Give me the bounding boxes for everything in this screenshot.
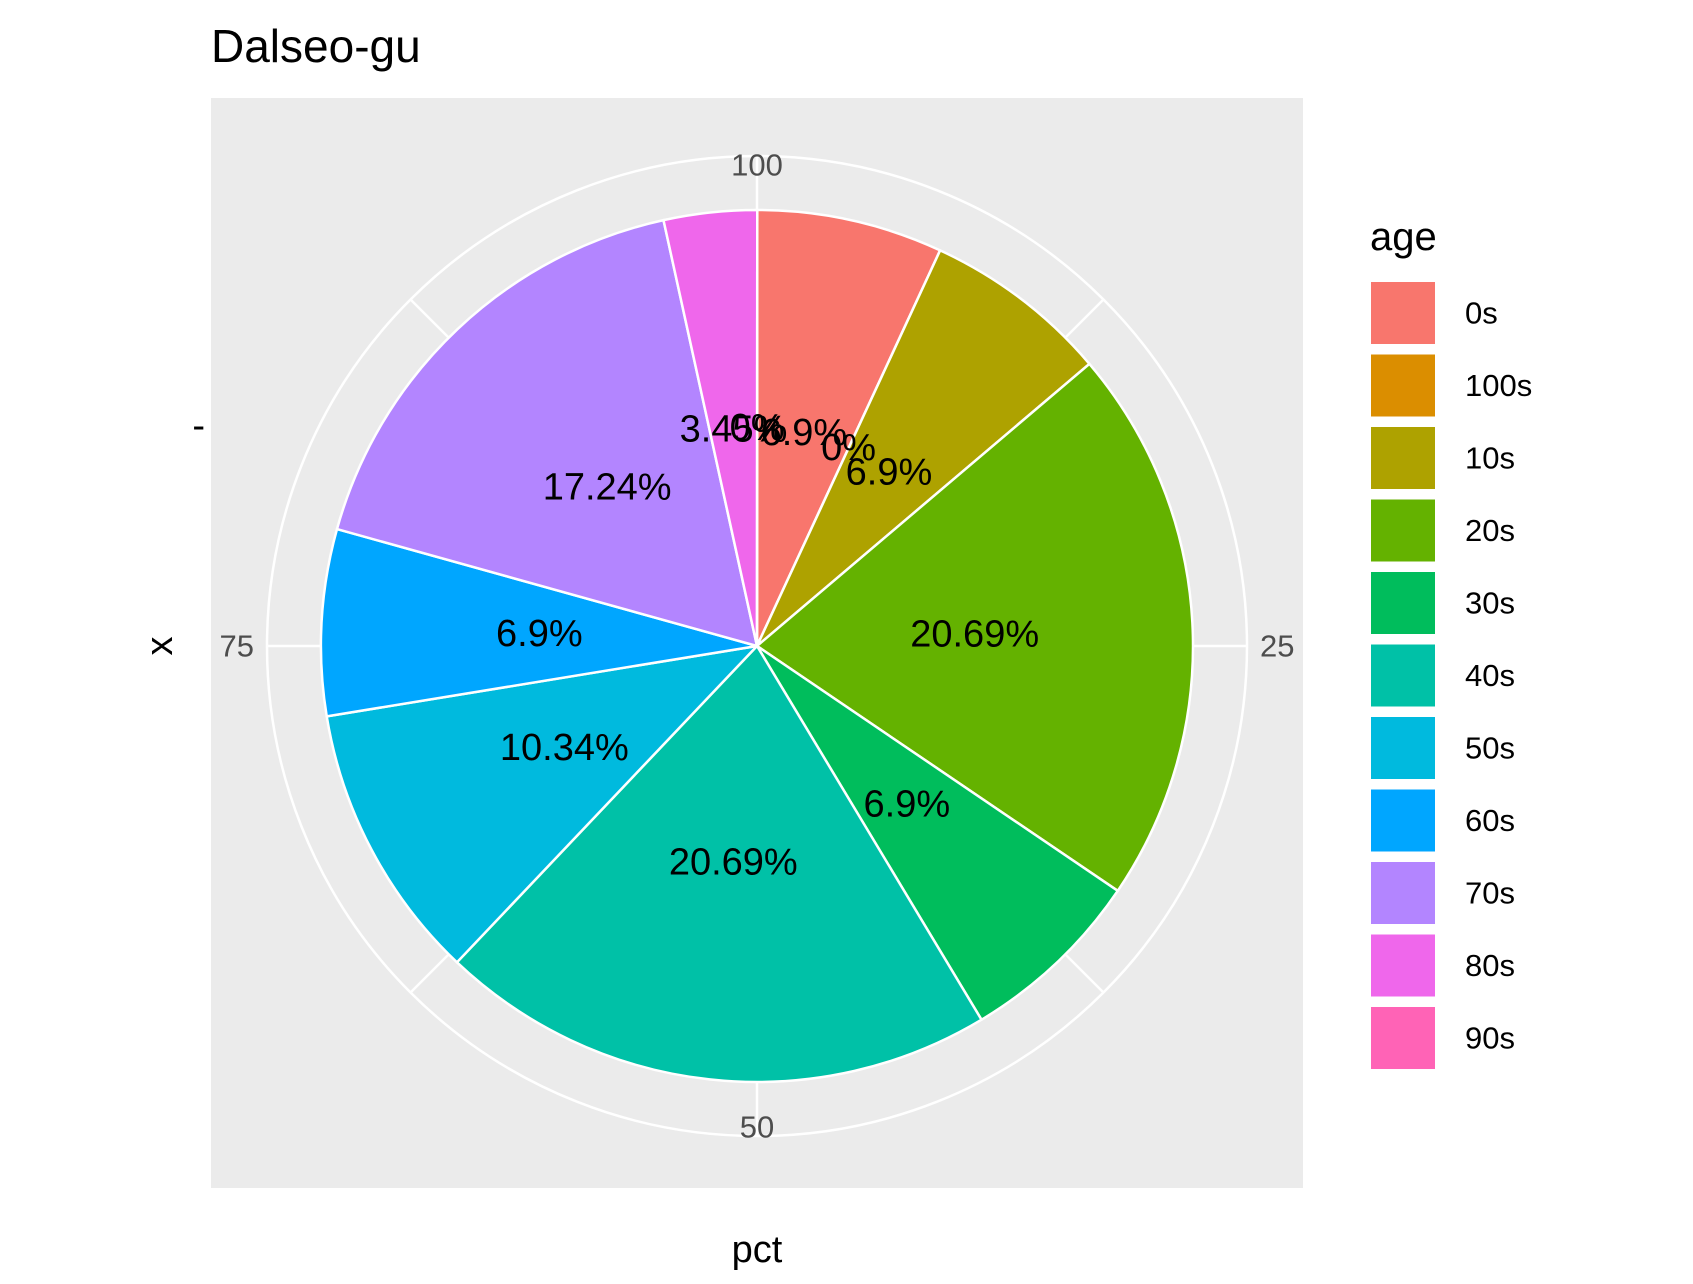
legend-label-10s: 10s: [1465, 441, 1515, 476]
legend-label-50s: 50s: [1465, 731, 1515, 766]
legend-label-0s: 0s: [1465, 296, 1498, 331]
legend-key-80s: [1371, 934, 1435, 997]
grid-radial-line: [409, 950, 453, 994]
pie-slice-80s: [662, 208, 759, 648]
legend-key-100s: [1371, 354, 1435, 417]
pie-slice-10s: [755, 249, 1091, 648]
legend-key-30s: [1371, 572, 1435, 634]
pie-slice-60s: [319, 527, 759, 718]
legend-key-50s: [1371, 717, 1435, 779]
legend-label-20s: 20s: [1465, 513, 1515, 548]
slice-label-100s: 0%: [821, 427, 876, 469]
slice-label-60s: 6.9%: [496, 613, 583, 655]
slice-label-70s: 17.24%: [543, 467, 672, 509]
slice-labels: 6.9%0%6.9%20.69%6.9%20.69%10.34%6.9%17.2…: [496, 407, 1039, 884]
pie-slice-0s: [755, 208, 942, 648]
legend-key-0s: [1371, 282, 1435, 344]
theta-tick-label: 100: [731, 148, 783, 183]
chart-title: Dalseo-gu: [211, 20, 421, 72]
slice-label-40s: 20.69%: [669, 842, 798, 884]
legend-label-80s: 80s: [1465, 948, 1515, 983]
slice-label-50s: 10.34%: [500, 727, 629, 769]
slice-label-30s: 6.9%: [864, 783, 951, 825]
theta-tick-label: 25: [1260, 629, 1294, 664]
legend-label-40s: 40s: [1465, 658, 1515, 693]
slice-label-20s: 20.69%: [910, 613, 1039, 655]
slice-label-10s: 6.9%: [846, 451, 933, 493]
grid-radial-line: [1061, 298, 1105, 342]
legend-key-10s: [1371, 427, 1435, 489]
y-axis-tick-label: -: [192, 405, 205, 447]
legend-label-60s: 60s: [1465, 803, 1515, 838]
x-axis-title: pct: [732, 1229, 783, 1271]
legend-label-70s: 70s: [1465, 876, 1515, 911]
pie-slice-50s: [325, 644, 759, 964]
legend-key-90s: [1371, 1007, 1435, 1069]
pie-slice-40s: [455, 644, 983, 1084]
legend-label-90s: 90s: [1465, 1021, 1515, 1056]
polar-grid: [265, 154, 1249, 1138]
legend-key-60s: [1371, 789, 1435, 852]
legend: 0s 100s 10s 20s 30s 40s 50s 60s 70s 80s 90s: [1371, 282, 1532, 1069]
slice-label-90s: 0%: [730, 407, 785, 449]
slice-label-80s: 3.45%: [680, 408, 788, 450]
y-axis-title: x: [139, 637, 181, 656]
theta-tick-label: 50: [740, 1110, 774, 1145]
pie-slice-30s: [755, 644, 1120, 1021]
pie-slice-70s: [335, 218, 759, 648]
pie-slices: [319, 208, 1195, 1084]
grid-radial-line: [409, 298, 453, 342]
legend-key-70s: [1371, 862, 1435, 924]
grid-radial-line: [1061, 950, 1105, 994]
theta-tick-label: 75: [220, 629, 254, 664]
legend-key-20s: [1371, 499, 1435, 562]
pie-slice-20s: [755, 362, 1195, 893]
legend-label-100s: 100s: [1465, 368, 1532, 403]
slice-label-0s: 6.9%: [761, 412, 848, 454]
legend-title: age: [1370, 215, 1437, 259]
legend-label-30s: 30s: [1465, 586, 1515, 621]
theta-axis-ticks: 100 25 50 75: [220, 148, 1295, 1145]
legend-key-40s: [1371, 644, 1435, 707]
